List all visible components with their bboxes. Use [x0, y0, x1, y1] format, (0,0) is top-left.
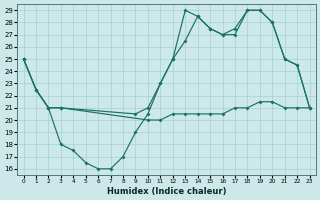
X-axis label: Humidex (Indice chaleur): Humidex (Indice chaleur) — [107, 187, 226, 196]
